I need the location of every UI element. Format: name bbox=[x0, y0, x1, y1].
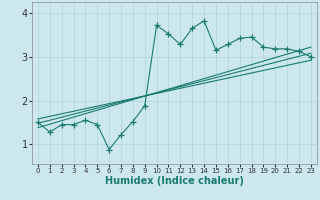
X-axis label: Humidex (Indice chaleur): Humidex (Indice chaleur) bbox=[105, 176, 244, 186]
